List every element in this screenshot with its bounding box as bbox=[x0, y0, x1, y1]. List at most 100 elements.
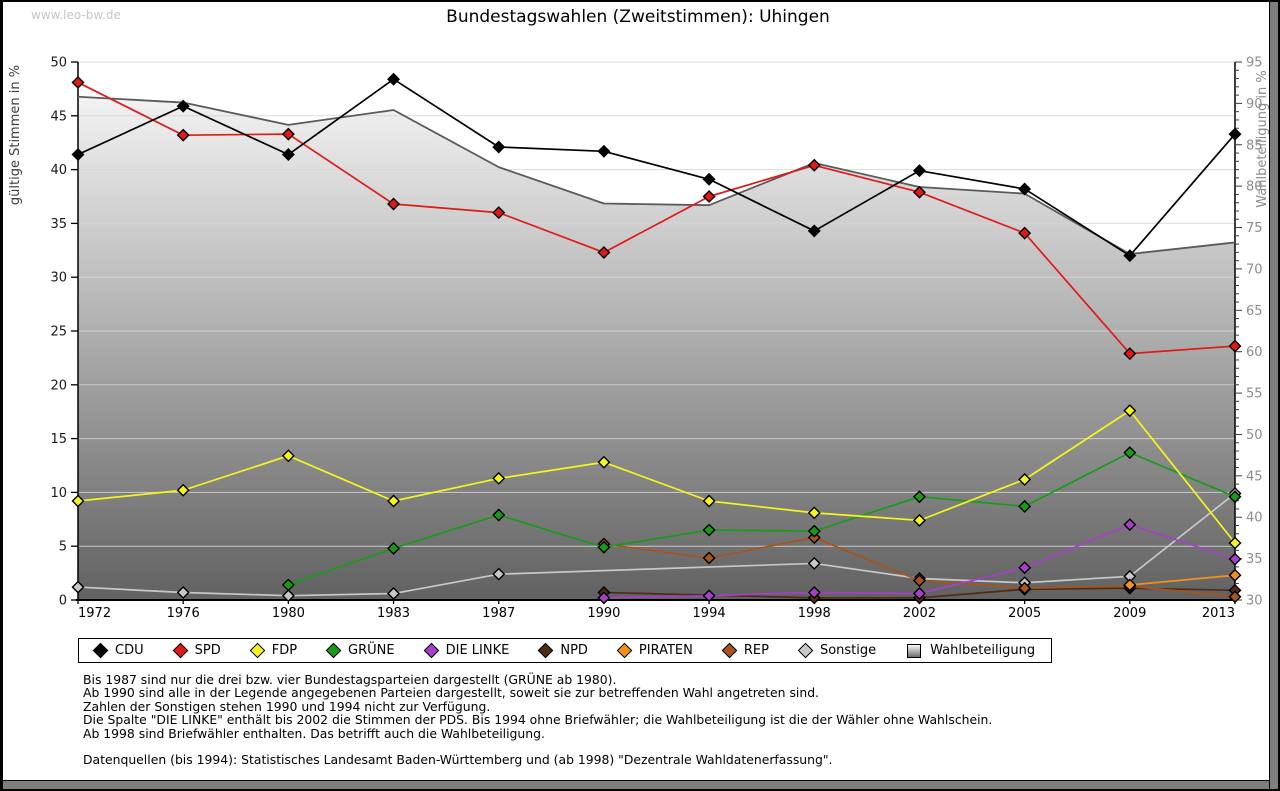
data-point-die-linke bbox=[807, 585, 821, 599]
x-tick-label: 1994 bbox=[693, 606, 726, 621]
x-tick-label: 1983 bbox=[377, 606, 410, 621]
right-tick-label: 40 bbox=[1246, 511, 1263, 526]
data-point-cdu bbox=[1228, 127, 1242, 141]
left-tick-label: 50 bbox=[50, 56, 67, 71]
series-line-wahlbeteiligung bbox=[77, 95, 1236, 255]
legend-marker-wahlbeteiligung bbox=[907, 643, 922, 658]
left-axis-label: gültige Stimmen in % bbox=[8, 65, 23, 205]
data-point-fdp bbox=[281, 449, 295, 463]
legend-label-sonstige: Sonstige bbox=[819, 643, 877, 658]
legend-item-npd: NPD bbox=[538, 642, 588, 659]
series-line-sonstige bbox=[77, 492, 1236, 597]
left-tick-label: 40 bbox=[50, 163, 67, 178]
legend-item-grüne: GRÜNE bbox=[325, 642, 395, 659]
series-line-cdu bbox=[77, 78, 1236, 257]
data-point-spd bbox=[281, 127, 295, 141]
footnotes: Bis 1987 sind nur die drei bzw. vier Bun… bbox=[83, 673, 992, 767]
legend-marker-fdp bbox=[249, 642, 265, 659]
data-point-fdp bbox=[387, 494, 401, 508]
legend-marker-cdu bbox=[92, 642, 109, 659]
legend-label-piraten: PIRATEN bbox=[638, 643, 693, 658]
data-point-grüne bbox=[1018, 499, 1032, 513]
footnote-line: Datenquellen (bis 1994): Statistisches L… bbox=[83, 752, 833, 768]
legend-label-wahlbeteiligung: Wahlbeteiligung bbox=[930, 643, 1036, 658]
series-line-spd bbox=[77, 81, 1236, 355]
left-tick-label: 25 bbox=[50, 325, 67, 340]
data-point-spd bbox=[387, 197, 401, 211]
left-tick-label: 45 bbox=[50, 109, 67, 124]
footnote-line: Ab 1998 sind Briefwähler enthalten. Das … bbox=[83, 725, 545, 741]
legend-item-sonstige: Sonstige bbox=[797, 642, 877, 659]
legend-item-wahlbeteiligung: Wahlbeteiligung bbox=[905, 643, 1035, 658]
data-point-fdp bbox=[492, 471, 506, 485]
data-point-sonstige bbox=[387, 587, 401, 601]
data-point-rep bbox=[1228, 590, 1242, 604]
legend-item-spd: SPD bbox=[172, 642, 221, 659]
data-point-fdp bbox=[1228, 536, 1242, 550]
right-tick-label: 90 bbox=[1246, 97, 1263, 112]
watermark: www.leo-bw.de bbox=[31, 8, 121, 22]
right-tick-label: 50 bbox=[1246, 428, 1263, 443]
data-point-spd bbox=[597, 245, 611, 259]
legend-label-rep: REP bbox=[743, 643, 769, 658]
legend-item-cdu: CDU bbox=[92, 642, 144, 659]
footnote-line: Ab 1990 sind alle in der Legende angegeb… bbox=[83, 685, 819, 701]
x-tick-label: 2013 bbox=[1202, 606, 1235, 621]
legend-label-fdp: FDP bbox=[271, 643, 298, 658]
data-point-fdp bbox=[597, 455, 611, 469]
turnout-area bbox=[78, 96, 1235, 601]
footnote-line: Die Spalte "DIE LINKE" enthält bis 2002 … bbox=[83, 712, 993, 728]
data-point-cdu bbox=[1018, 182, 1032, 196]
data-point-grüne bbox=[702, 523, 716, 537]
right-tick-label: 85 bbox=[1246, 138, 1263, 153]
data-point-sonstige bbox=[281, 589, 295, 603]
data-point-cdu bbox=[912, 164, 926, 178]
data-point-fdp bbox=[807, 506, 821, 520]
data-point-spd bbox=[807, 158, 821, 172]
data-point-piraten bbox=[1123, 578, 1137, 592]
right-axis-label: Wahlbeteiligung in % bbox=[1255, 70, 1270, 207]
legend-item-piraten: PIRATEN bbox=[616, 642, 693, 659]
data-point-die-linke bbox=[912, 587, 926, 601]
x-tick-label: 1990 bbox=[587, 606, 620, 621]
data-point-grüne bbox=[281, 578, 295, 592]
right-frame-bar bbox=[1269, 2, 1278, 789]
data-point-cdu bbox=[387, 72, 401, 86]
bottom-frame-bar bbox=[3, 780, 1278, 789]
footnote-line: Zahlen der Sonstigen stehen 1990 und 199… bbox=[83, 698, 491, 714]
data-point-piraten bbox=[1228, 568, 1242, 582]
data-point-cdu bbox=[702, 172, 716, 186]
legend-marker-piraten bbox=[616, 642, 633, 659]
legend-label-grüne: GRÜNE bbox=[348, 643, 395, 658]
chart-legend: CDU SPD FDP GRÜNE DIE LINKE NPD PIRATEN REP Sons… bbox=[78, 638, 1053, 663]
legend-item-die-linke: DIE LINKE bbox=[423, 642, 509, 659]
left-tick-label: 0 bbox=[59, 594, 67, 609]
x-tick-label: 2002 bbox=[903, 606, 936, 621]
data-point-cdu bbox=[492, 140, 506, 154]
left-tick-label: 10 bbox=[50, 486, 67, 501]
data-point-rep bbox=[912, 574, 926, 588]
series-line-piraten bbox=[1129, 574, 1236, 586]
data-point-sonstige bbox=[807, 556, 821, 570]
right-tick-label: 35 bbox=[1246, 552, 1263, 567]
right-tick-label: 45 bbox=[1246, 469, 1263, 484]
data-point-fdp bbox=[912, 513, 926, 527]
data-point-grüne bbox=[1123, 446, 1137, 460]
legend-label-cdu: CDU bbox=[115, 643, 144, 658]
right-tick-label: 60 bbox=[1246, 345, 1263, 360]
series-line-fdp bbox=[77, 409, 1236, 544]
x-tick-label: 1987 bbox=[482, 606, 515, 621]
x-tick-label: 1976 bbox=[167, 606, 200, 621]
data-point-spd bbox=[71, 75, 85, 89]
data-point-spd bbox=[912, 185, 926, 199]
data-point-grüne bbox=[597, 540, 611, 554]
data-point-spd bbox=[492, 206, 506, 220]
footnote-line: Bis 1987 sind nur die drei bzw. vier Bun… bbox=[83, 672, 617, 687]
data-point-sonstige bbox=[71, 580, 85, 594]
x-tick-label: 2005 bbox=[1008, 606, 1041, 621]
data-point-grüne bbox=[912, 490, 926, 504]
right-tick-label: 75 bbox=[1246, 221, 1263, 236]
legend-marker-grüne bbox=[325, 642, 342, 659]
data-point-grüne bbox=[492, 508, 506, 522]
data-point-cdu bbox=[281, 148, 295, 162]
